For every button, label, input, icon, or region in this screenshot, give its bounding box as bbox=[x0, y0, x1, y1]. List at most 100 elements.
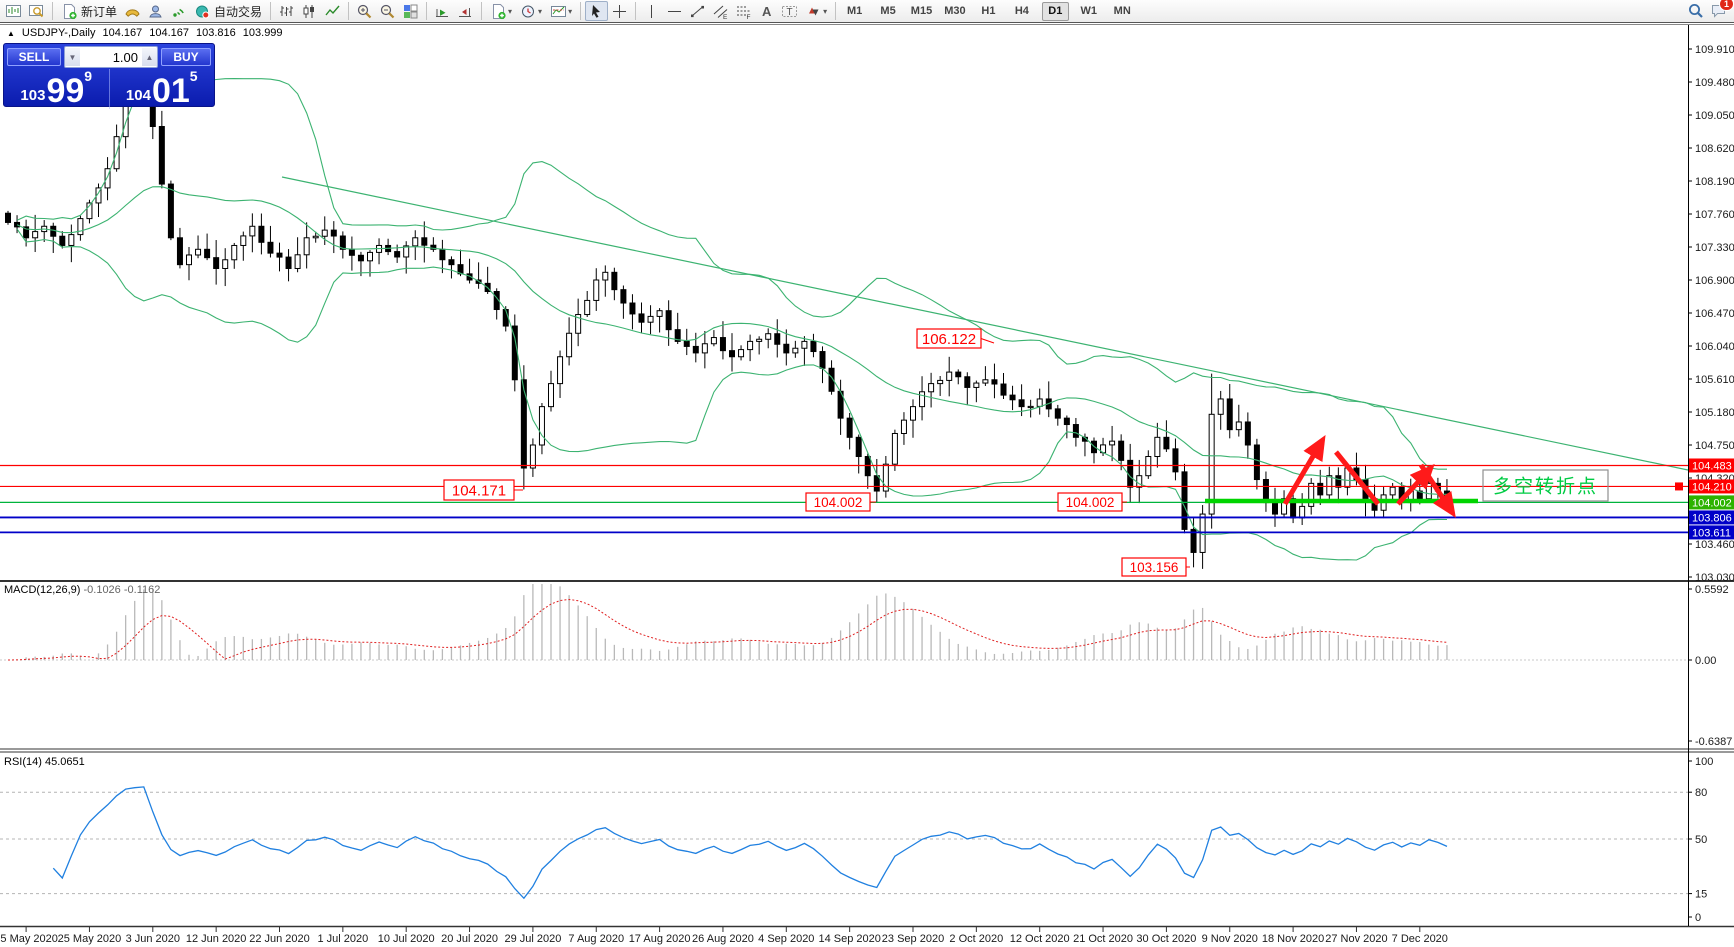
chart-shift-button[interactable] bbox=[454, 1, 477, 21]
text-tool-button[interactable]: A bbox=[755, 1, 778, 21]
fibonacci-tool-button[interactable]: F bbox=[732, 1, 755, 21]
toolbar-separator bbox=[270, 2, 272, 20]
metaquotes-button[interactable] bbox=[121, 1, 144, 21]
svg-text:7 Aug 2020: 7 Aug 2020 bbox=[568, 933, 624, 945]
svg-text:15: 15 bbox=[1695, 889, 1707, 901]
equidistant-channel-tool-button[interactable]: E bbox=[709, 1, 732, 21]
horizontal-line-tool-button[interactable] bbox=[663, 1, 686, 21]
tab-timeframe-mn[interactable]: MN bbox=[1109, 2, 1136, 21]
chevron-down-icon: ▾ bbox=[823, 6, 828, 16]
search-button[interactable] bbox=[1684, 1, 1707, 21]
vertical-line-tool-button[interactable] bbox=[640, 1, 663, 21]
svg-text:-0.6387: -0.6387 bbox=[1695, 736, 1732, 748]
price-marker-103.611: 103.611 bbox=[1689, 525, 1734, 540]
rsi-line bbox=[52, 786, 1448, 900]
new-order-label: 新订单 bbox=[81, 4, 118, 19]
svg-text:A: A bbox=[762, 4, 772, 19]
svg-text:109.480: 109.480 bbox=[1695, 77, 1734, 89]
toolbar-separator bbox=[348, 2, 350, 20]
svg-text:104.483: 104.483 bbox=[1692, 460, 1732, 472]
chevron-down-icon: ▾ bbox=[568, 6, 573, 16]
buy-button[interactable]: BUY bbox=[161, 48, 211, 66]
svg-text:104.002: 104.002 bbox=[814, 495, 863, 510]
tab-timeframe-m5[interactable]: M5 bbox=[875, 2, 902, 21]
price-callout-104.171[interactable]: 104.171 bbox=[443, 479, 523, 501]
svg-text:多空转折点: 多空转折点 bbox=[1493, 476, 1598, 498]
tab-timeframe-m30[interactable]: M30 bbox=[941, 2, 968, 21]
toolbar-separator bbox=[426, 2, 428, 20]
price-callout-104.002[interactable]: 104.002 bbox=[805, 492, 876, 512]
svg-text:21 Oct 2020: 21 Oct 2020 bbox=[1073, 933, 1133, 945]
volume-decrease-button[interactable]: ▼ bbox=[65, 48, 80, 66]
arrows-tool-button[interactable]: ▾ bbox=[801, 1, 831, 21]
auto-trading-button[interactable]: 自动交易 bbox=[190, 1, 266, 21]
svg-text:29 Jul 2020: 29 Jul 2020 bbox=[504, 933, 561, 945]
sell-price-big: 99 bbox=[46, 72, 85, 111]
tab-timeframe-d1[interactable]: D1 bbox=[1041, 1, 1069, 21]
buy-price-big: 01 bbox=[151, 72, 190, 111]
sell-price-sup: 9 bbox=[84, 68, 93, 84]
price-marker-103.806: 103.806 bbox=[1689, 510, 1734, 525]
new-order-button[interactable]: 新订单 bbox=[57, 1, 121, 21]
zigzag-arrows[interactable] bbox=[1282, 434, 1456, 518]
templates-button[interactable]: ▾ bbox=[546, 1, 576, 21]
expert-advisors-button[interactable] bbox=[144, 1, 167, 21]
bar-chart-button[interactable] bbox=[275, 1, 298, 21]
volume-increase-button[interactable]: ▲ bbox=[142, 48, 157, 66]
macd-label: MACD(12,26,9) -0.1026 -0.1162 bbox=[4, 584, 161, 596]
signals-button[interactable] bbox=[167, 1, 190, 21]
sell-price[interactable]: 103 99 9 bbox=[4, 69, 109, 109]
new-chart-window-button[interactable] bbox=[2, 1, 25, 21]
main-chart-layer bbox=[5, 67, 1688, 569]
sell-price-prefix: 103 bbox=[20, 87, 46, 104]
zoom-in-button[interactable] bbox=[353, 1, 376, 21]
tab-timeframe-h4[interactable]: H4 bbox=[1008, 2, 1035, 21]
auto-scroll-button[interactable] bbox=[431, 1, 454, 21]
text-label-tool-button[interactable]: T bbox=[778, 1, 801, 21]
market-watch-button[interactable] bbox=[25, 1, 48, 21]
svg-text:12 Jun 2020: 12 Jun 2020 bbox=[186, 933, 247, 945]
volume-input[interactable] bbox=[80, 49, 142, 65]
hline-selection-handle[interactable] bbox=[1675, 482, 1683, 491]
line-chart-button[interactable] bbox=[321, 1, 344, 21]
descending-trendline[interactable] bbox=[281, 176, 1688, 471]
crosshair-tool-button[interactable] bbox=[608, 1, 631, 21]
svg-text:0: 0 bbox=[1695, 912, 1701, 924]
annotation-turning-point[interactable]: 多空转折点 bbox=[1482, 469, 1609, 502]
candlestick-chart-button[interactable] bbox=[298, 1, 321, 21]
toolbar-separator bbox=[52, 2, 53, 20]
tab-timeframe-m1[interactable]: M1 bbox=[841, 2, 868, 21]
price-callout-104.002[interactable]: 104.002 bbox=[1057, 492, 1127, 512]
sell-button[interactable]: SELL bbox=[7, 48, 61, 66]
price-marker-104.210: 104.210 bbox=[1689, 479, 1734, 494]
toolbar-separator bbox=[580, 2, 582, 20]
toolbar: 新订单 自动交易 ▾ ▾ ▾ E F A T ▾ M1 M5 bbox=[0, 0, 1734, 23]
svg-text:100: 100 bbox=[1695, 756, 1713, 768]
buy-price[interactable]: 104 01 5 bbox=[108, 69, 215, 111]
toolbar-separator bbox=[635, 2, 637, 20]
tab-timeframe-m15[interactable]: M15 bbox=[908, 2, 935, 21]
svg-text:106.470: 106.470 bbox=[1695, 308, 1734, 320]
tab-timeframe-w1[interactable]: W1 bbox=[1075, 2, 1102, 21]
svg-text:106.040: 106.040 bbox=[1695, 341, 1734, 353]
svg-text:9 Nov 2020: 9 Nov 2020 bbox=[1202, 933, 1258, 945]
trendline-tool-button[interactable] bbox=[686, 1, 709, 21]
price-callout-103.156[interactable]: 103.156 bbox=[1121, 557, 1190, 577]
svg-text:107.330: 107.330 bbox=[1695, 242, 1734, 254]
price-callout-106.122[interactable]: 106.122 bbox=[916, 328, 995, 349]
one-click-trading-panel: SELL ▼ ▲ BUY 103 99 9 104 01 5 bbox=[3, 43, 215, 111]
svg-text:T: T bbox=[787, 7, 793, 18]
toolbar-separator bbox=[481, 2, 483, 20]
tile-windows-button[interactable] bbox=[399, 1, 422, 21]
cursor-tool-button[interactable] bbox=[585, 1, 609, 21]
tab-timeframe-h1[interactable]: H1 bbox=[975, 2, 1002, 21]
indicators-button[interactable]: ▾ bbox=[486, 1, 516, 21]
periods-button[interactable]: ▾ bbox=[516, 1, 546, 21]
ohlc-low: 103.816 bbox=[196, 27, 236, 39]
zoom-out-button[interactable] bbox=[376, 1, 399, 21]
chevron-down-icon: ▾ bbox=[508, 6, 513, 16]
svg-text:105.180: 105.180 bbox=[1695, 407, 1734, 419]
svg-text:103.460: 103.460 bbox=[1695, 539, 1734, 551]
